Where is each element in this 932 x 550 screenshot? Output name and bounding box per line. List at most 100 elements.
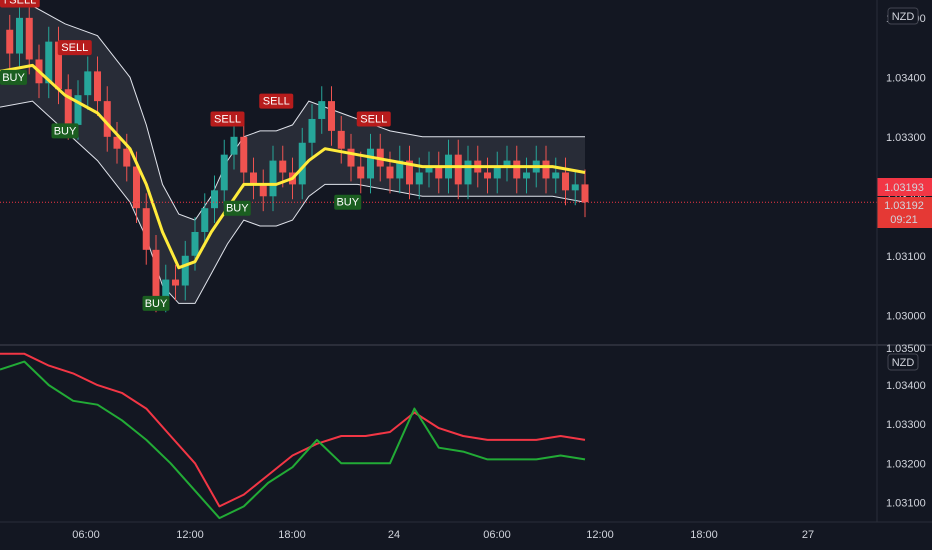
signal-label: SELL xyxy=(263,96,290,108)
candle[interactable] xyxy=(298,127,306,200)
candle[interactable] xyxy=(328,86,335,146)
candle-body xyxy=(425,166,433,173)
badge-box xyxy=(887,7,919,25)
candle[interactable] xyxy=(181,240,189,301)
candle-body xyxy=(162,279,170,298)
candle-body xyxy=(133,166,140,209)
candle[interactable] xyxy=(123,133,131,182)
candle[interactable] xyxy=(318,86,326,134)
buy-signal[interactable]: BUY xyxy=(334,194,362,210)
time-tick-label: 06:00 xyxy=(483,529,511,541)
buy-signal[interactable]: BUY xyxy=(51,123,79,139)
sell-signal[interactable]: SELL xyxy=(259,93,294,109)
indicator-pane[interactable]: 1.03400 1.03300 1.03200 1.03100 1.03500 NZD xyxy=(0,343,926,520)
time-tick-label: 12:00 xyxy=(176,529,204,541)
candle-body xyxy=(201,208,209,232)
candle[interactable] xyxy=(562,157,569,206)
candle[interactable] xyxy=(581,169,589,218)
signal-label: SELL xyxy=(61,42,88,54)
candle[interactable] xyxy=(523,157,530,194)
buy-signal[interactable]: BUY xyxy=(223,200,251,216)
indicator-tick-label: 1.03300 xyxy=(886,419,926,431)
candle-body xyxy=(552,172,560,179)
candle[interactable] xyxy=(113,121,121,164)
candle-body xyxy=(513,160,521,179)
candle-body xyxy=(386,166,394,179)
candle[interactable] xyxy=(493,151,501,194)
candle[interactable] xyxy=(484,157,491,194)
candle[interactable] xyxy=(211,175,218,224)
candle[interactable] xyxy=(84,56,92,111)
candle[interactable] xyxy=(454,139,462,200)
price-tick-label: 1.03300 xyxy=(886,132,926,144)
candle[interactable] xyxy=(406,145,413,200)
candle[interactable] xyxy=(45,26,53,99)
candle-body xyxy=(74,95,82,125)
candle[interactable] xyxy=(25,2,33,75)
candle-body xyxy=(259,184,267,197)
candle-body xyxy=(367,148,374,179)
candle[interactable] xyxy=(347,133,355,182)
signal-label: BUY xyxy=(226,203,249,215)
candle[interactable] xyxy=(337,115,345,164)
candle[interactable] xyxy=(396,145,404,194)
candle-body xyxy=(571,184,579,191)
candle[interactable] xyxy=(230,121,238,170)
buy-signal[interactable]: BUY xyxy=(142,295,170,311)
time-axis[interactable]: 06:00 12:00 18:00 24 06:00 12:00 18:00 27 xyxy=(72,529,814,541)
candle[interactable] xyxy=(503,145,511,182)
candle-body xyxy=(298,142,306,185)
candle-body xyxy=(64,89,72,125)
candle[interactable] xyxy=(240,121,248,188)
candle[interactable] xyxy=(513,145,521,194)
indicator-tick-label: 1.03100 xyxy=(886,497,926,509)
candle[interactable] xyxy=(542,145,550,194)
buy-signal[interactable]: BUY xyxy=(0,69,27,85)
candle[interactable] xyxy=(435,151,443,194)
candle[interactable] xyxy=(357,151,365,194)
candle[interactable] xyxy=(94,56,101,116)
candle[interactable] xyxy=(220,139,228,206)
candle[interactable] xyxy=(16,2,23,69)
main-pane[interactable]: LLSELLBUYSELLBUYSELLBUYBUYSELLSELLBUY1.0… xyxy=(0,0,932,322)
candle[interactable] xyxy=(269,145,277,212)
candle[interactable] xyxy=(464,145,472,200)
candle-body xyxy=(347,148,355,167)
sell-signal[interactable]: SELL xyxy=(356,111,391,127)
signal-box xyxy=(259,93,294,109)
candle[interactable] xyxy=(386,151,394,194)
sell-signal[interactable]: SELL xyxy=(5,0,40,8)
time-tick-label: 06:00 xyxy=(72,529,100,541)
candle-body xyxy=(464,160,472,185)
candle[interactable] xyxy=(367,133,374,194)
candle-body xyxy=(542,160,550,179)
signal-box xyxy=(334,194,362,210)
candle-body xyxy=(191,231,199,256)
candle[interactable] xyxy=(103,86,111,152)
candle-body xyxy=(6,29,14,54)
candle[interactable] xyxy=(142,193,150,265)
sell-signal[interactable]: SELL xyxy=(57,40,92,56)
candle[interactable] xyxy=(6,14,14,69)
sell-signal[interactable]: SELL xyxy=(210,111,245,127)
indicator-currency-badge[interactable]: NZD xyxy=(887,353,919,371)
signal-box xyxy=(210,111,245,127)
candle-body xyxy=(220,154,228,191)
candle[interactable] xyxy=(308,104,316,158)
candle[interactable] xyxy=(259,169,267,212)
candle-body xyxy=(94,71,101,102)
candle[interactable] xyxy=(571,169,579,206)
candle[interactable] xyxy=(172,264,179,301)
currency-badge[interactable]: NZD xyxy=(887,7,919,25)
price-tick-label: 1.03100 xyxy=(886,251,926,263)
candle[interactable] xyxy=(250,157,257,200)
candle-body xyxy=(230,136,238,155)
candle[interactable] xyxy=(552,157,560,194)
candle[interactable] xyxy=(425,151,433,188)
candle-body xyxy=(523,172,530,179)
candle-body xyxy=(152,249,160,298)
candle-body xyxy=(45,41,53,84)
candle-body xyxy=(415,172,423,185)
candle-body xyxy=(142,208,150,250)
